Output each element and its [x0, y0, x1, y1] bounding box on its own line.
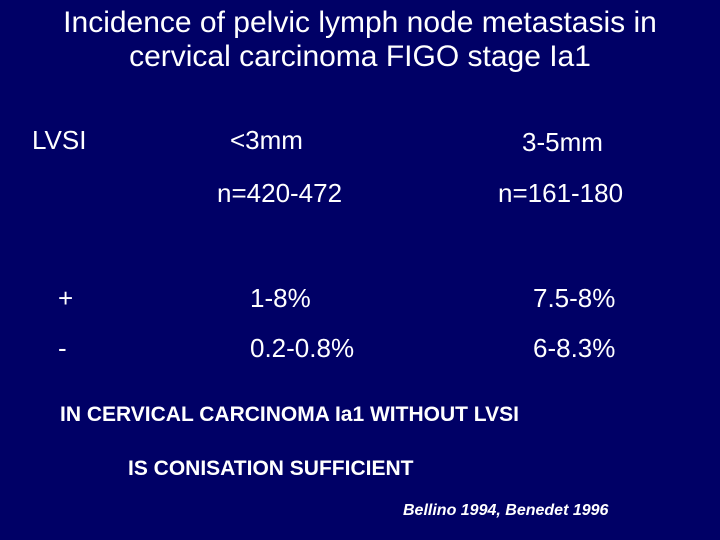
conclusion: IN CERVICAL CARCINOMA Ia1 WITHOUT LVSI: [60, 403, 519, 426]
table-cell: 0.2-0.8%: [250, 333, 355, 363]
table-cell: 1-8%: [250, 283, 311, 313]
count-cell: n=161-180: [498, 178, 624, 208]
count-cell: n=420-472: [217, 178, 343, 208]
conclusion: IS CONISATION SUFFICIENT: [128, 457, 414, 480]
table-cell: -: [58, 333, 67, 363]
header-cell: <3mm: [230, 125, 303, 155]
table-cell: 6-8.3%: [533, 333, 616, 363]
table-cell: +: [58, 283, 74, 313]
citation: Bellino 1994, Benedet 1996: [403, 502, 609, 519]
title: Incidence of pelvic lymph node metastasi…: [63, 6, 657, 73]
header-cell: LVSI: [32, 125, 87, 155]
table-cell: 7.5-8%: [533, 283, 616, 313]
header-cell: 3-5mm: [522, 127, 603, 157]
